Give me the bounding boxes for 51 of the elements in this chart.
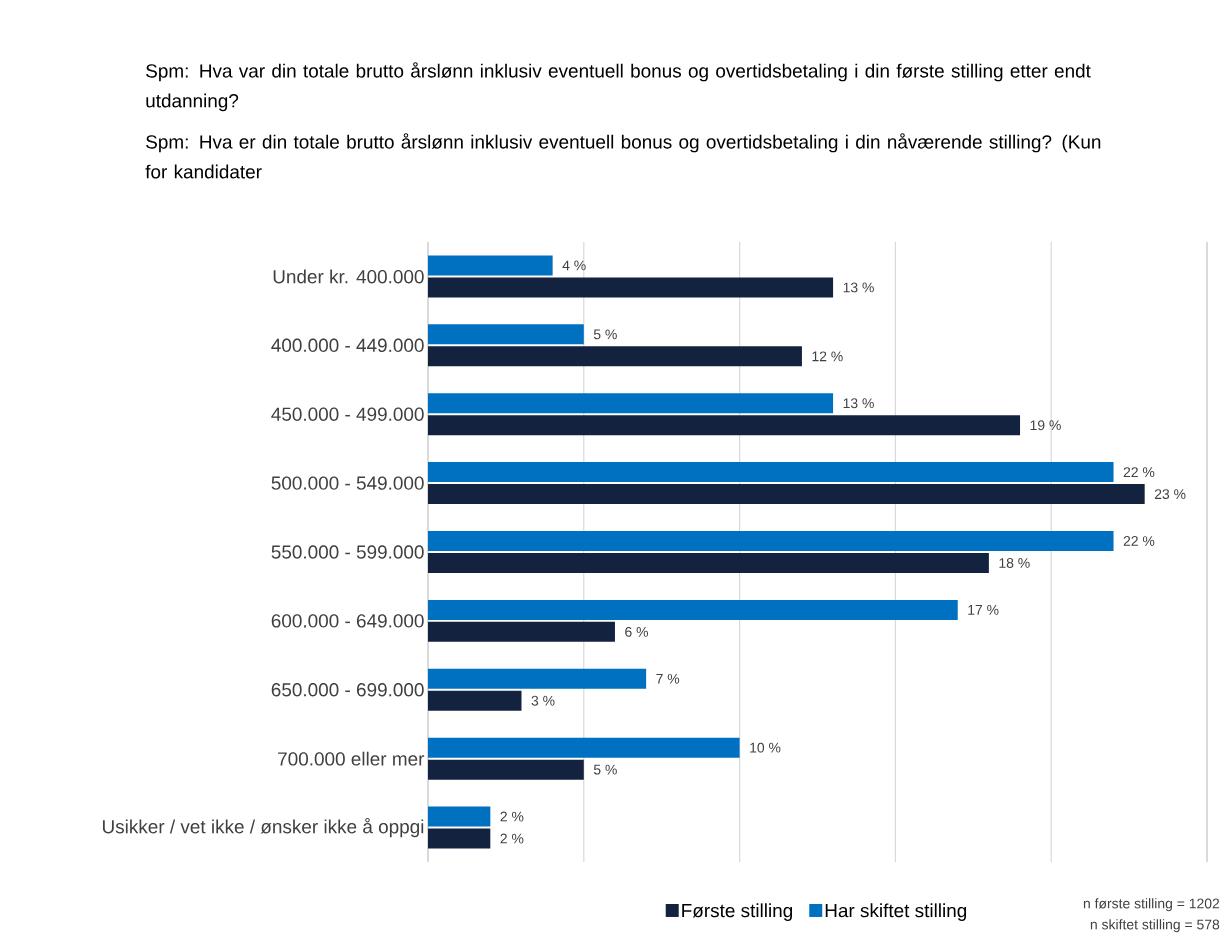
chart-title: Spm: Hva var din totale brutto årslønn inklusiv eventuell bonus og overtidsbetaling i din første stilling etter endt utdanning? [146, 62, 1091, 112]
y-tick-label: 650.000 - 699.000 [271, 683, 424, 697]
data-label: 5 % [593, 764, 617, 775]
y-tick-label: 450.000 - 499.000 [271, 407, 424, 421]
bar [428, 346, 802, 367]
data-label: 6 % [625, 626, 649, 637]
y-tick-label: 700.000 eller mer [278, 751, 425, 766]
bar [428, 737, 740, 758]
y-tick-label: Usikker / vet ikke / ønsker ikke å oppgi [102, 817, 424, 838]
data-label: 4 % [562, 260, 586, 271]
data-label: 2 % [500, 833, 524, 844]
legend-label: Første stilling [682, 903, 792, 922]
data-label: 13 % [843, 398, 874, 409]
data-label: 7 % [656, 673, 680, 684]
bar [428, 324, 584, 345]
y-tick-label: Under kr. 400.000 [273, 269, 424, 284]
bar [428, 552, 989, 573]
data-label: 22 % [1123, 467, 1155, 478]
bar [428, 621, 615, 642]
bar [428, 599, 958, 620]
data-label: 17 % [968, 604, 999, 615]
data-label: 2 % [500, 811, 524, 822]
chart-subtitle: Spm: Hva er din totale brutto årslønn inklusiv eventuell bonus og overtidsbetaling i din nåværende stilling? (Kun for kandidater [145, 133, 1101, 179]
bar [428, 462, 1114, 483]
legend-label: Har skiftet stilling [825, 903, 967, 922]
bar [428, 277, 834, 298]
y-tick-label: 500.000 - 549.000 [271, 476, 424, 490]
text: n første stilling = 1202 [1083, 898, 1220, 912]
text: n skiftet stilling = 578 [1090, 919, 1220, 933]
y-tick-label: 550.000 - 599.000 [271, 545, 424, 559]
bar [428, 759, 584, 780]
bar [428, 828, 491, 849]
data-label: 23 % [1154, 489, 1186, 500]
data-label: 10 % [750, 742, 781, 753]
bar [428, 255, 553, 276]
bar [428, 484, 1145, 505]
data-label: 3 % [531, 695, 555, 706]
y-tick-label: 400.000 - 449.000 [271, 338, 424, 353]
data-label: 19 % [1030, 420, 1061, 431]
bar [428, 668, 647, 689]
bar [428, 690, 522, 711]
data-label: 22 % [1123, 536, 1155, 546]
bar [428, 393, 834, 414]
bar [428, 415, 1021, 436]
bar [428, 530, 1114, 551]
data-label: 12 % [812, 351, 843, 362]
y-tick-label: 600.000 - 649.000 [271, 614, 424, 628]
data-label: 18 % [999, 558, 1030, 568]
data-label: 13 % [843, 282, 874, 293]
bar [428, 806, 491, 827]
data-label: 5 % [593, 329, 617, 340]
